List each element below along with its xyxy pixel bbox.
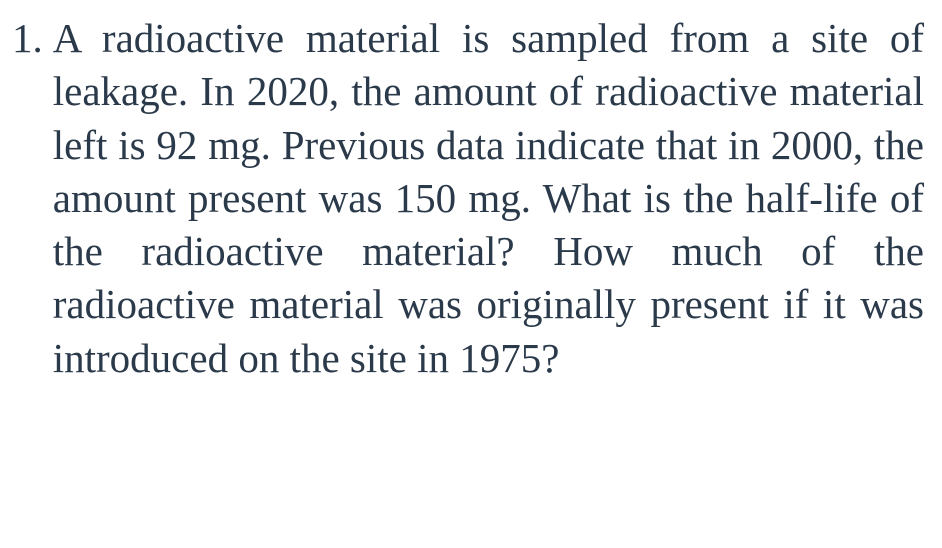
- question-number: 1.: [12, 12, 53, 65]
- question-item: 1. A radioactive material is sampled fro…: [12, 12, 924, 385]
- question-text: A radioactive material is sampled from a…: [53, 12, 924, 385]
